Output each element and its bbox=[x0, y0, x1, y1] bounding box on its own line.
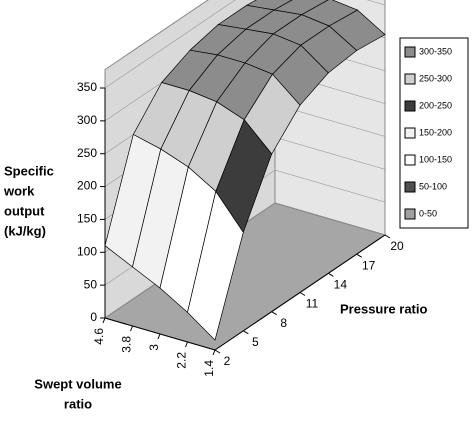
x-tick bbox=[214, 349, 221, 354]
x-tick-label: 2 bbox=[224, 354, 231, 368]
legend-swatch bbox=[404, 208, 416, 220]
z-tick-label: 50 bbox=[84, 277, 98, 291]
z-tick-label: 150 bbox=[77, 212, 97, 226]
legend-label: 250-300 bbox=[419, 73, 452, 83]
x-tick bbox=[384, 234, 391, 239]
grid-line bbox=[104, 0, 386, 89]
x-tick bbox=[243, 330, 249, 335]
x-tick bbox=[328, 272, 334, 277]
legend-label: 300-350 bbox=[419, 46, 452, 56]
x-tick-label: 5 bbox=[252, 335, 259, 349]
legend-label: 150-200 bbox=[419, 127, 452, 137]
x-axis-title: Pressure ratio bbox=[340, 301, 427, 316]
z-tick-label: 200 bbox=[77, 179, 97, 193]
x-tick bbox=[271, 311, 277, 316]
surface-patch bbox=[187, 190, 244, 341]
z-axis-title: (kJ/kg) bbox=[4, 223, 46, 238]
y-axis-title: ratio bbox=[64, 396, 92, 411]
z-axis-title: Specific bbox=[4, 163, 54, 178]
z-tick-label: 250 bbox=[77, 146, 97, 160]
y-tick bbox=[185, 341, 188, 348]
x-tick-label: 20 bbox=[390, 239, 404, 253]
y-tick-label: 4.6 bbox=[92, 328, 106, 345]
legend-swatch bbox=[404, 154, 416, 166]
z-axis-title: work bbox=[3, 183, 35, 198]
x-tick bbox=[299, 292, 306, 296]
y-axis-title: Swept volume bbox=[34, 376, 121, 391]
z-axis-title: output bbox=[4, 203, 45, 218]
y-tick-label: 3 bbox=[147, 344, 161, 351]
legend-label: 0-50 bbox=[419, 208, 437, 218]
z-tick-label: 350 bbox=[77, 80, 97, 94]
y-tick-label: 1.4 bbox=[202, 360, 216, 377]
x-tick-label: 17 bbox=[362, 258, 376, 272]
legend-swatch bbox=[404, 181, 416, 193]
x-tick-label: 14 bbox=[334, 278, 348, 292]
x-tick bbox=[356, 253, 362, 258]
legend-swatch bbox=[404, 46, 416, 58]
x-tick-label: 8 bbox=[280, 316, 287, 330]
y-tick bbox=[102, 317, 106, 324]
legend-label: 200-250 bbox=[419, 100, 452, 110]
legend-swatch bbox=[404, 127, 416, 139]
legend-swatch bbox=[404, 100, 416, 112]
y-tick bbox=[212, 349, 216, 356]
z-tick-label: 0 bbox=[90, 310, 97, 324]
y-tick bbox=[157, 333, 161, 340]
y-tick bbox=[130, 325, 133, 332]
legend-swatch bbox=[404, 73, 416, 85]
z-tick-label: 300 bbox=[77, 113, 97, 127]
y-tick-label: 2.2 bbox=[175, 352, 189, 369]
legend-label: 50-100 bbox=[419, 181, 447, 191]
legend-label: 100-150 bbox=[419, 154, 452, 164]
y-tick-label: 3.8 bbox=[120, 336, 134, 353]
x-tick-label: 11 bbox=[306, 297, 319, 311]
z-tick-label: 100 bbox=[77, 244, 97, 258]
